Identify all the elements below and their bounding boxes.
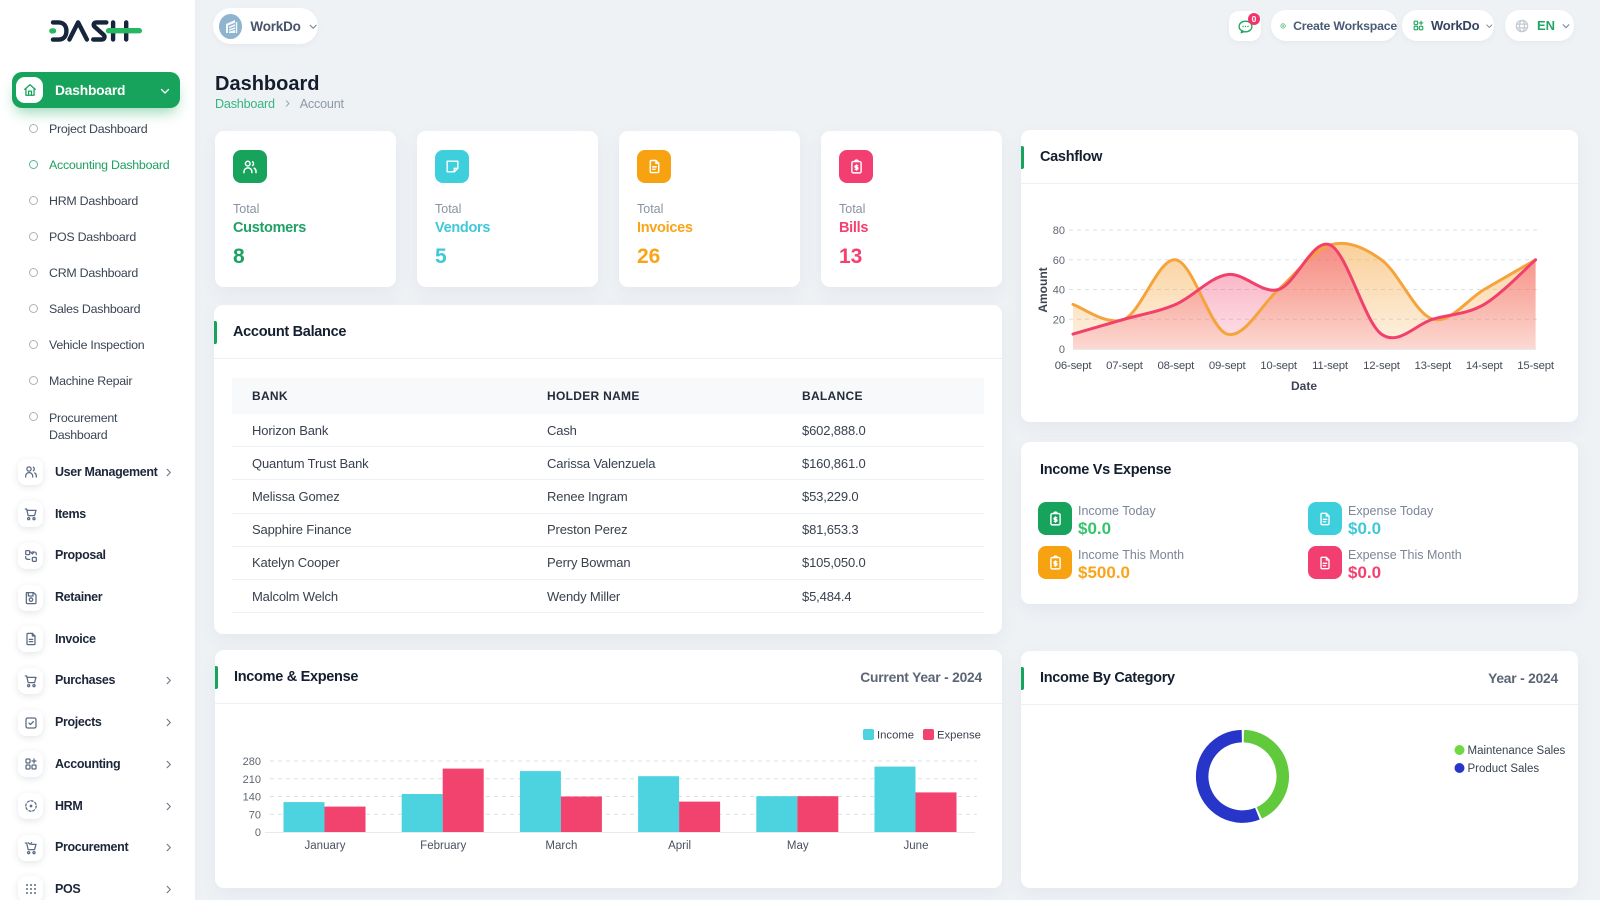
svg-text:15-sept: 15-sept — [1517, 360, 1555, 372]
svg-text:April: April — [668, 840, 691, 852]
svg-text:06-sept: 06-sept — [1055, 360, 1093, 372]
svg-text:0: 0 — [255, 827, 261, 839]
svg-text:11-sept: 11-sept — [1312, 360, 1349, 372]
svg-text:80: 80 — [1053, 225, 1065, 237]
svg-text:June: June — [904, 840, 929, 852]
svg-text:07-sept: 07-sept — [1106, 360, 1144, 372]
svg-text:Amount: Amount — [1036, 267, 1050, 312]
svg-text:Income: Income — [877, 730, 914, 742]
svg-text:10-sept: 10-sept — [1260, 360, 1298, 372]
svg-text:70: 70 — [249, 809, 261, 821]
svg-text:40: 40 — [1053, 285, 1065, 297]
svg-text:140: 140 — [243, 792, 261, 804]
svg-text:Expense: Expense — [937, 730, 981, 742]
svg-text:Product Sales: Product Sales — [1468, 763, 1540, 775]
svg-text:14-sept: 14-sept — [1466, 360, 1504, 372]
svg-text:20: 20 — [1053, 314, 1065, 326]
svg-text:12-sept: 12-sept — [1363, 360, 1401, 372]
svg-text:08-sept: 08-sept — [1158, 360, 1196, 372]
svg-text:60: 60 — [1053, 255, 1065, 267]
svg-text:May: May — [787, 840, 809, 852]
svg-text:280: 280 — [243, 756, 261, 768]
svg-text:0: 0 — [1059, 344, 1065, 356]
svg-text:Maintenance Sales: Maintenance Sales — [1468, 745, 1566, 757]
svg-text:210: 210 — [243, 774, 261, 786]
svg-text:13-sept: 13-sept — [1415, 360, 1453, 372]
svg-text:January: January — [305, 840, 346, 852]
svg-text:09-sept: 09-sept — [1209, 360, 1247, 372]
svg-text:Date: Date — [1291, 379, 1317, 393]
svg-text:February: February — [420, 840, 466, 852]
svg-text:March: March — [545, 840, 577, 852]
